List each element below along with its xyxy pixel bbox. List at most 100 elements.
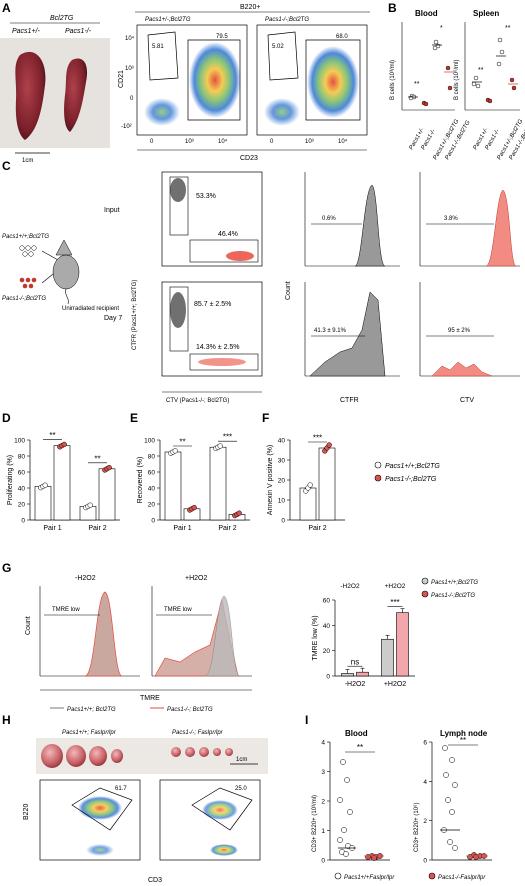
y-tick-label: 2 [321,799,325,806]
sig-marker: ns [351,658,359,667]
y-tick-label: 80 [18,454,26,461]
data-point [442,745,448,751]
y-axis-label: Annexin V positive (%) [267,445,274,515]
panel-i: Blood Lymph node CD3+ B220+ (10³/ml) CD3… [312,729,492,881]
gate-value: 53.3% [196,193,216,200]
tick-label: 0 [150,139,154,145]
data-point [307,482,313,488]
data-point [106,464,112,471]
gate-value: 61.7 [115,786,127,792]
tick-label: 10⁴ [338,138,348,145]
spleen-right-image [64,58,88,132]
category-label: Pair 1 [43,525,61,532]
data-point [447,839,453,845]
histogram-day7-ctfr: 41.3 ± 9.1% [304,282,400,377]
gate-value: 25.0 [235,786,247,792]
panel-c: Pacs1+/+;Bcl2TG Pacs1-/-;Bcl2TG Unirradi… [2,171,520,404]
bar [34,486,52,521]
bar [356,671,369,677]
y-tick-label: 100 [144,438,155,445]
spleen-left-image [15,51,46,140]
flow-plot-cd21-cd23-1: 5.81 79.5 [136,24,248,136]
y-axis-label: Proliferating (%) [7,455,14,505]
tmre-histogram-minus: TMRE low [39,586,140,677]
bar-chart-e: 0 20 40 60 80 100 Recovered (%) ** Pair 1 *** Pair… [137,433,250,532]
category-label: +H2O2 [384,681,406,688]
bar-chart-f: 0 10 20 30 40 Annexin V positive (%) *** Pair 2 [267,434,345,532]
flow-plot-input: 53.3% 46.4% [161,171,263,267]
bar [318,447,336,521]
y-tick-label: 3 [321,769,325,776]
data-point [61,441,67,448]
recipient-mouse-icon [52,254,80,290]
group-label: -H2O2 [340,583,360,590]
y-tick-label: 10 [278,498,286,505]
data-point [449,757,455,763]
legend-label: Pacs1+/+;Bcl2TG [431,580,478,586]
panel-g: -H2O2 +H2O2 Count TMRE low TMRE low TMRE… [25,575,252,713]
hist-count-label: Count [285,281,292,300]
sig-marker: *** [223,433,232,442]
row-label-input: Input [104,207,120,214]
sig-marker: ** [357,743,363,752]
y-axis-label: TMRE low (%) [312,615,319,660]
y-tick-label: 100 [14,438,25,445]
sig-marker: *** [313,434,322,443]
histogram-day7-ctv: 95 ± 2% [419,282,520,377]
y-tick-label: 80 [148,454,156,461]
lymph-title: Lymph node [440,729,488,738]
y-tick-label: 40 [18,486,26,493]
tick-label: -10² [121,124,132,130]
y-axis-label: Recovered (%) [137,457,144,504]
tmre-histogram-plus: TMRE low [151,586,252,677]
y-tick-label: 0 [423,858,427,865]
blood-ylabel: B cells (10³/ml) [390,60,396,100]
y-tick-label: 60 [18,470,26,477]
data-point [452,845,458,851]
y-tick-label: 20 [323,648,331,655]
y-tick-label: 60 [323,598,331,605]
flow-plot1-title: Pacs1+/-;Bcl2TG [145,17,191,23]
ctfr-ylabel: CTFR (Pacs1+/+; Bcl2TG) [132,280,138,350]
data-point [340,759,346,765]
bar [164,451,182,521]
legend-marker-control [374,461,382,469]
tick-label: 10³ [305,139,314,145]
y-tick-label: 4 [321,740,325,747]
legend-label: Pacs1-/-;Bcl2TG [385,476,437,483]
bar-chart-d: 0 20 40 60 80 100 Proliferating (%) ** Pair 1 ** P… [7,431,120,532]
dot-plot-i: 0 1 2 3 4 0 2 4 6 ** ** [321,736,492,865]
bar [341,673,354,677]
y-tick-label: 20 [148,502,156,509]
data-point [337,837,343,843]
gate-value: 5.81 [152,44,164,50]
scale-bar-label: 1cm [22,158,33,164]
y-tick-label: 0 [151,518,155,525]
data-point [473,854,479,860]
blood-title: Blood [415,9,438,18]
flow-plot-cd21-cd23-2: 5.02 68.0 [256,24,368,136]
legend-label: Pacs1+/+; Bcl2TG [67,707,116,713]
bar [209,446,227,521]
y-tick-label: 20 [278,478,286,485]
data-point [343,851,349,857]
legend-label: Pacs1-/-; Bcl2TG [167,707,213,713]
data-point [217,443,223,449]
tick-label: 0 [130,96,134,102]
data-point [371,855,377,861]
data-point [236,510,242,516]
cd3-xlabel: CD3 [148,877,162,884]
panel-label-i: I [305,713,308,727]
data-point [365,854,371,860]
data-point [337,797,343,803]
tick-label: 0 [270,139,274,145]
y-tick-label: 40 [148,486,156,493]
flow-plot-b220-cd3-2: 25.0 [159,779,261,861]
bar-chart-g: 0 20 40 60 TMRE low (%) ns -H2O2 *** +H2O2 -H2O2 +… [312,583,415,688]
data-point [449,809,455,815]
y-tick-label: 4 [423,779,427,786]
hist-gate-value: 3.8% [444,216,458,222]
y-tick-label: 0 [326,674,330,681]
category-label: -H2O2 [345,681,366,688]
sig-marker: ** [179,438,185,447]
